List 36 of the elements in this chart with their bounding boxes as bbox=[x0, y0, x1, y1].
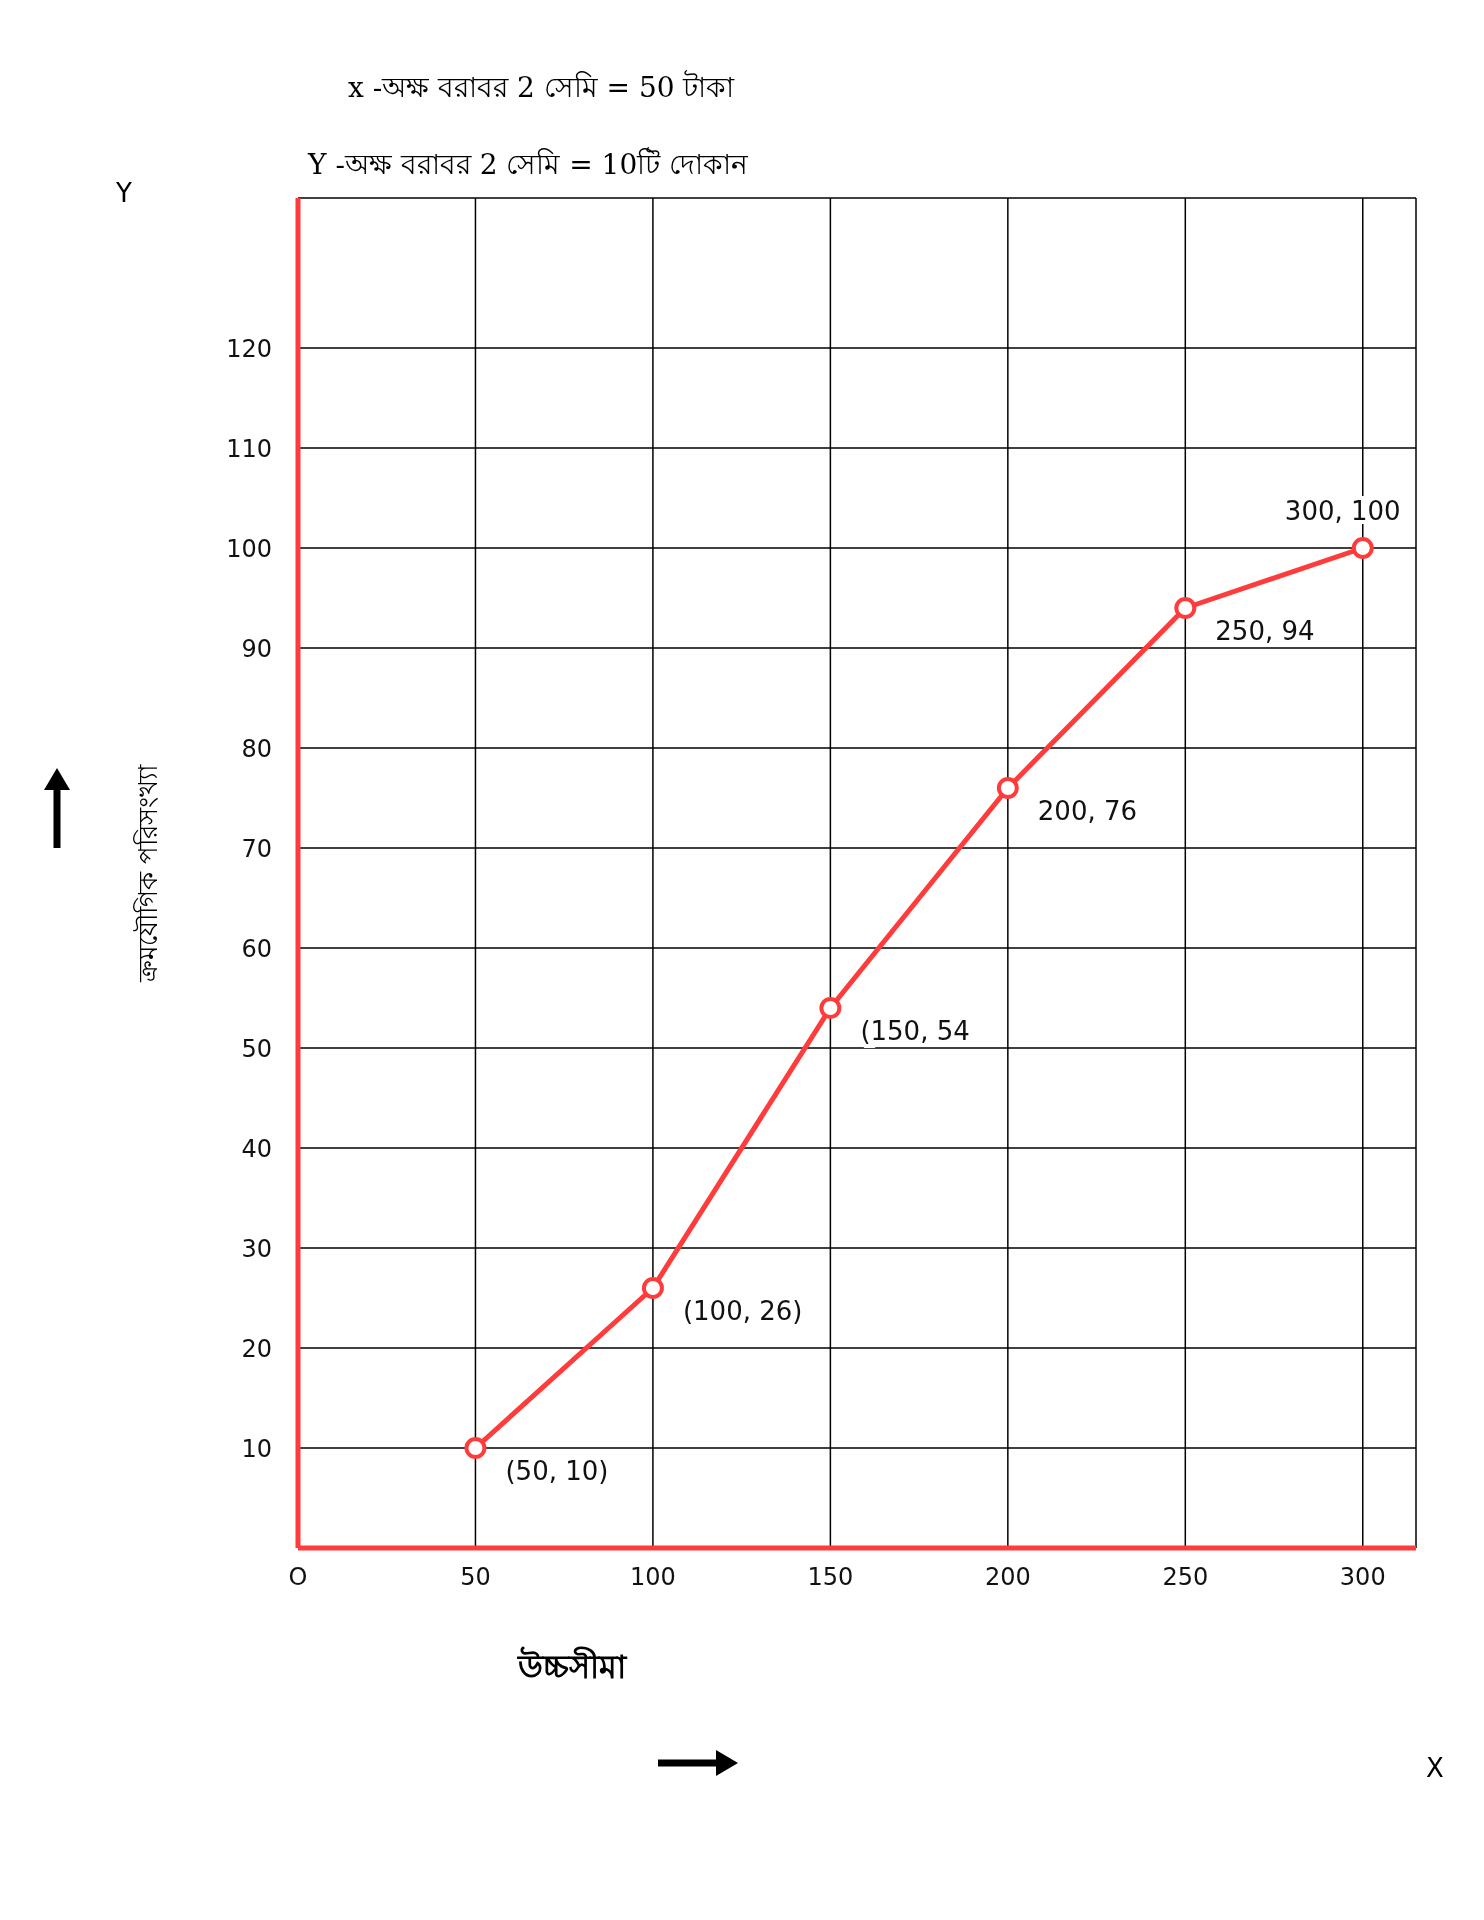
x-tick-label: 150 bbox=[807, 1563, 854, 1592]
point bbox=[641, 1277, 664, 1299]
y-tick-label: 60 bbox=[241, 934, 272, 963]
x-tick-label: 250 bbox=[1162, 1563, 1209, 1592]
data-label: 200, 76 bbox=[1037, 795, 1138, 826]
data-label: 250, 94 bbox=[1215, 615, 1315, 646]
data-label: (150, 54 bbox=[860, 1015, 970, 1046]
x-tick-label: 100 bbox=[630, 1563, 676, 1592]
y-tick-label: 80 bbox=[241, 734, 272, 763]
data-label: (50, 10) bbox=[505, 1455, 609, 1486]
x-tick-label: O bbox=[288, 1563, 308, 1592]
y-tick-label: 50 bbox=[241, 1034, 272, 1063]
y-tick-label: 100 bbox=[226, 534, 272, 563]
y-tick-label: 20 bbox=[241, 1334, 272, 1363]
x-tick-label: 300 bbox=[1339, 1563, 1386, 1592]
x-tick-label: 200 bbox=[984, 1563, 1031, 1592]
x-axis-title: উচ্চসীমা bbox=[517, 1646, 628, 1686]
y-tick-label: 40 bbox=[241, 1134, 272, 1163]
point bbox=[996, 777, 1019, 799]
y-axis-title: ক্রমযৌগিক পরিসংখ্যা bbox=[133, 763, 164, 984]
y-tick-label: 110 bbox=[226, 434, 272, 463]
text: Y bbox=[116, 178, 132, 208]
point bbox=[1351, 537, 1374, 559]
point bbox=[464, 1437, 487, 1459]
y-tick-label: 70 bbox=[241, 834, 272, 863]
text: x -অক্ষ বরাবর 2 সেমি = 50 টাকা bbox=[348, 69, 735, 106]
text: Y -অক্ষ বরাবর 2 সেমি = 10টি দোকান bbox=[308, 146, 749, 183]
y-tick-label: 90 bbox=[241, 634, 272, 663]
y-tick-label: 120 bbox=[226, 334, 272, 363]
y-tick-label: 10 bbox=[241, 1434, 272, 1463]
text: X bbox=[1426, 1753, 1444, 1783]
x-tick-label: 50 bbox=[460, 1563, 491, 1592]
y-tick-label: 30 bbox=[241, 1234, 272, 1263]
point bbox=[1174, 597, 1197, 619]
data-label: (100, 26) bbox=[682, 1295, 803, 1326]
point bbox=[819, 997, 842, 1019]
